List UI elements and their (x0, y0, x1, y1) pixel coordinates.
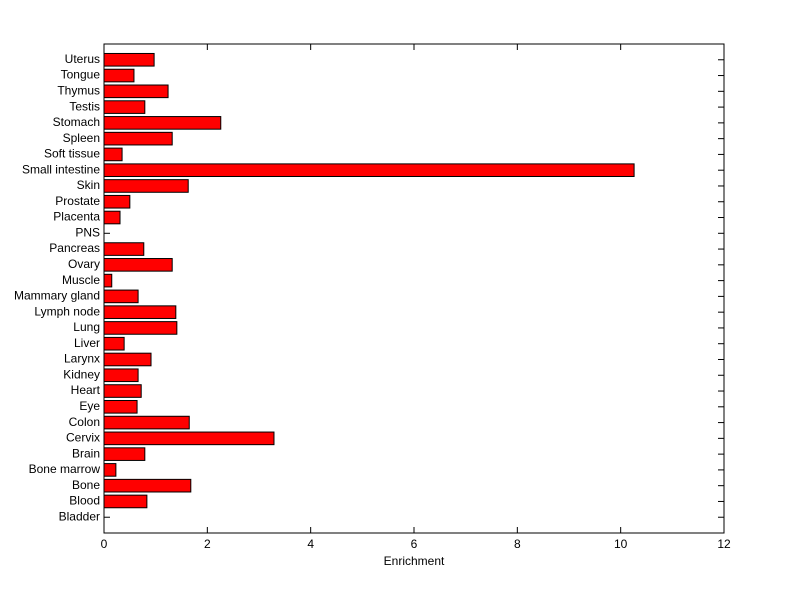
bar (103, 447, 146, 461)
bar (103, 399, 138, 414)
bar (103, 68, 135, 83)
y-tick-label: Bone marrow (29, 462, 101, 476)
y-tick-label: Muscle (62, 273, 100, 287)
bar (103, 242, 145, 256)
y-tick-label: Stomach (53, 115, 100, 129)
x-tick-label: 8 (514, 537, 521, 551)
bar (103, 305, 177, 319)
bar (103, 352, 152, 367)
bar (103, 431, 275, 446)
y-tick-label: Testis (69, 99, 100, 113)
y-tick-label: Colon (69, 415, 100, 429)
bar (103, 289, 139, 304)
y-tick-label: Larynx (64, 352, 100, 366)
bar (103, 463, 117, 477)
bar (103, 273, 113, 288)
y-tick-label: Placenta (53, 210, 100, 224)
bar (103, 52, 155, 67)
y-tick-label: Ovary (68, 257, 100, 271)
bar (103, 415, 190, 430)
bar (103, 258, 173, 272)
y-tick-label: Small intestine (22, 162, 100, 176)
bar (103, 131, 173, 146)
x-tick-label: 12 (717, 537, 731, 551)
x-tick-label: 6 (411, 537, 418, 551)
y-tick-label: Skin (77, 178, 100, 192)
x-axis-label: Enrichment (384, 554, 445, 568)
bar (103, 494, 148, 509)
bar (103, 147, 123, 162)
y-tick-label: Thymus (57, 83, 100, 97)
bar (103, 210, 121, 225)
y-tick-label: Brain (72, 446, 100, 460)
bar (103, 321, 178, 335)
bar (103, 84, 169, 99)
y-tick-label: Bone (72, 478, 100, 492)
y-tick-label: Eye (79, 399, 100, 413)
y-tick-label: Uterus (65, 52, 100, 66)
y-tick-label: Tongue (61, 68, 101, 82)
y-tick-label: PNS (75, 225, 100, 239)
x-tick-label: 10 (614, 537, 628, 551)
x-tick-label: 2 (204, 537, 211, 551)
y-tick-label: Mammary gland (14, 289, 100, 303)
x-tick-label: 4 (307, 537, 314, 551)
y-tick-label: Prostate (55, 194, 100, 208)
y-tick-label: Blood (69, 494, 100, 508)
x-tick-label: 0 (101, 537, 108, 551)
y-tick-label: Bladder (59, 509, 100, 523)
bar (103, 478, 192, 493)
y-tick-label: Kidney (63, 367, 100, 381)
bar (103, 116, 222, 130)
bar (103, 384, 142, 398)
bar (103, 163, 635, 178)
bar (103, 336, 125, 351)
y-tick-label: Heart (71, 383, 101, 397)
bar (103, 194, 131, 209)
y-tick-label: Lung (73, 320, 100, 334)
y-tick-label: Lymph node (34, 304, 100, 318)
y-tick-label: Cervix (66, 431, 100, 445)
plot-frame (103, 43, 725, 534)
y-tick-label: Liver (74, 336, 100, 350)
bar (103, 100, 146, 114)
y-tick-label: Pancreas (49, 241, 100, 255)
y-tick-label: Spleen (63, 131, 100, 145)
bar (103, 368, 139, 383)
bar (103, 179, 189, 193)
y-tick-label: Soft tissue (44, 147, 100, 161)
